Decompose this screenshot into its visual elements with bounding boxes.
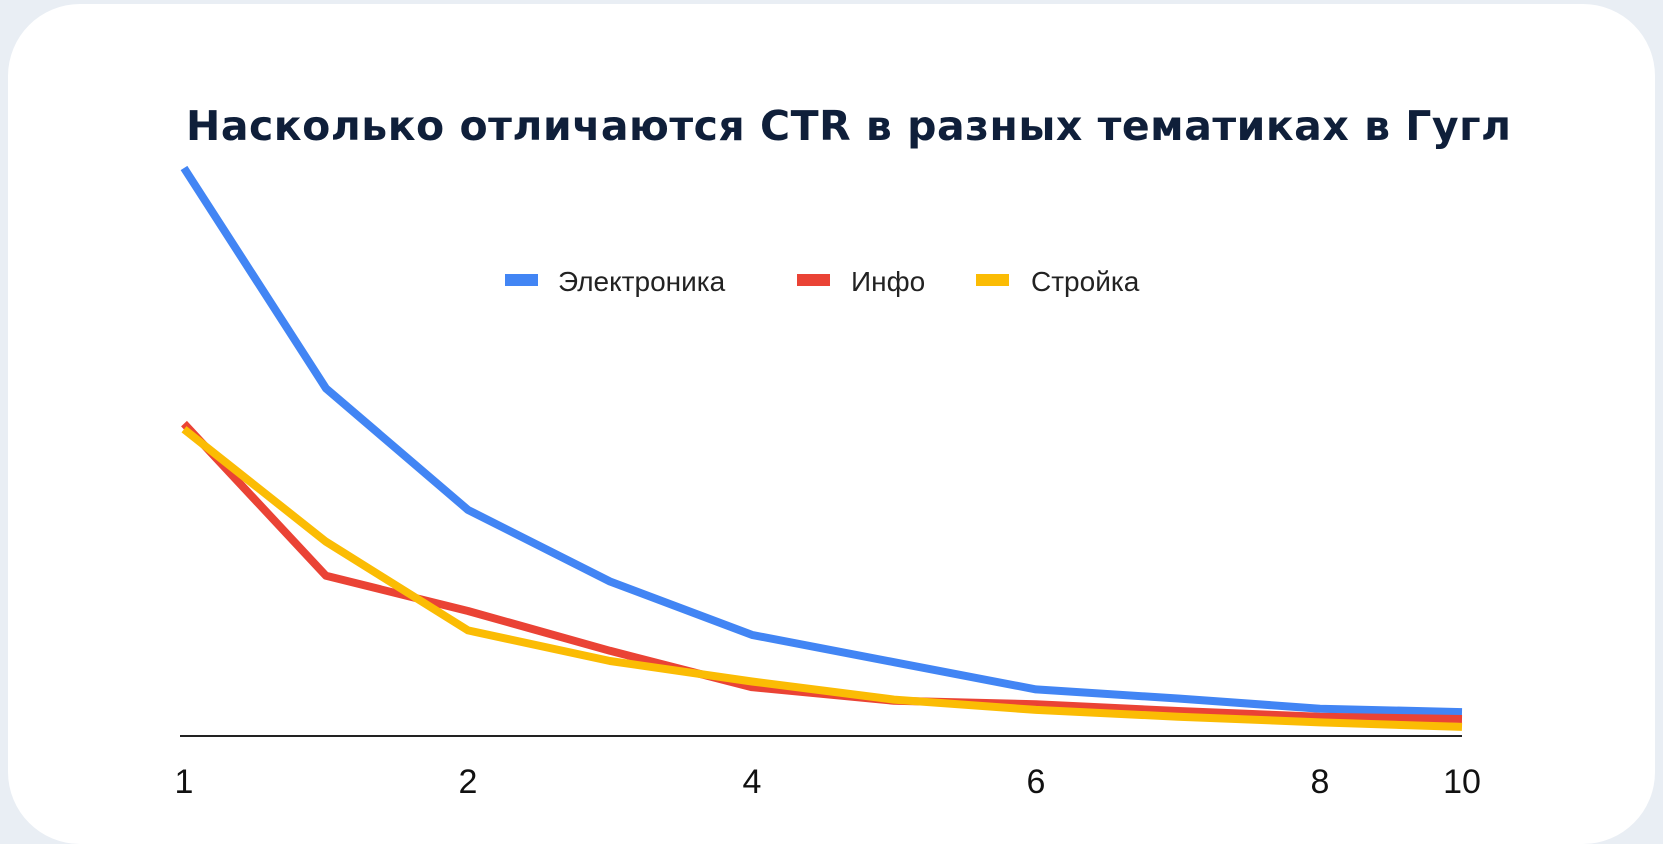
x-tick-label: 8 <box>1311 763 1330 801</box>
x-tick-label: 10 <box>1443 763 1481 801</box>
legend-swatch <box>505 274 538 286</box>
legend: Электроника Инфо Стройка <box>505 266 1140 297</box>
line-chart: 1 2 4 6 8 10 Электроника Инфо Стройка <box>175 165 1481 801</box>
legend-swatch <box>797 274 830 286</box>
x-tick-label: 2 <box>459 763 478 801</box>
legend-label: Инфо <box>851 266 925 297</box>
legend-item-1: Электроника <box>505 266 726 297</box>
chart-title: Насколько отличаются CTR в разных темати… <box>186 102 1512 150</box>
series-lines <box>180 165 1463 731</box>
series-line-1 <box>180 165 1463 717</box>
legend-label: Электроника <box>558 266 726 297</box>
series-line-3 <box>181 426 1463 731</box>
x-tick-label: 1 <box>175 763 194 801</box>
legend-label: Стройка <box>1031 266 1140 297</box>
x-tick-label: 6 <box>1027 763 1046 801</box>
legend-swatch <box>976 274 1009 286</box>
chart-card: Насколько отличаются CTR в разных темати… <box>8 4 1655 844</box>
legend-item-3: Стройка <box>976 266 1140 297</box>
x-tick-label: 4 <box>743 763 762 801</box>
x-tick-labels: 1 2 4 6 8 10 <box>175 763 1481 801</box>
legend-item-2: Инфо <box>797 266 925 297</box>
